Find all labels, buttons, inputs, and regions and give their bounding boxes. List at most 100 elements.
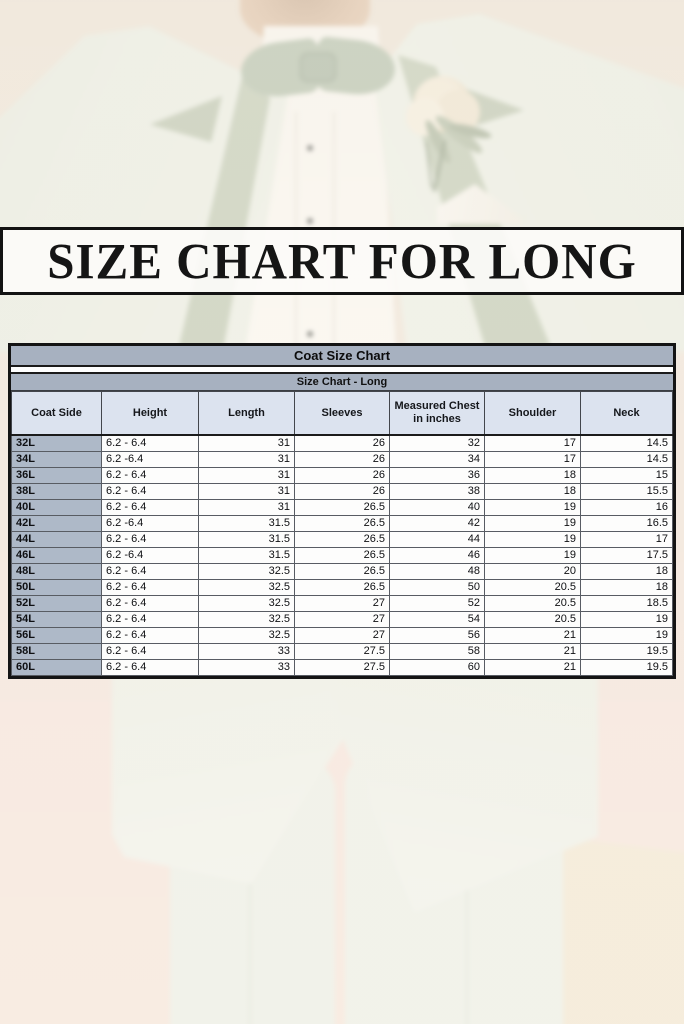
table-row: 58L 6.2 - 6.4 33 27.5 58 21 19.5 — [11, 643, 673, 660]
cell-sleeves: 26.5 — [294, 547, 390, 564]
table-body: 32L 6.2 - 6.4 31 26 32 17 14.5 34L 6.2 -… — [11, 434, 673, 676]
cell-length: 31 — [198, 434, 295, 452]
cell-height: 6.2 - 6.4 — [101, 483, 199, 500]
cell-sleeves: 26 — [294, 451, 390, 468]
cell-sleeves: 27 — [294, 611, 390, 628]
cell-height: 6.2 -6.4 — [101, 547, 199, 564]
cell-sleeves: 26.5 — [294, 563, 390, 580]
table-row: 56L 6.2 - 6.4 32.5 27 56 21 19 — [11, 627, 673, 644]
table-row: 32L 6.2 - 6.4 31 26 32 17 14.5 — [11, 434, 673, 452]
table-row: 48L 6.2 - 6.4 32.5 26.5 48 20 18 — [11, 563, 673, 580]
column-header-coat-side: Coat Side — [11, 391, 102, 436]
cell-neck: 14.5 — [580, 451, 673, 468]
cell-neck: 18.5 — [580, 595, 673, 612]
table-row: 42L 6.2 -6.4 31.5 26.5 42 19 16.5 — [11, 515, 673, 532]
cell-coat-side: 32L — [11, 434, 102, 452]
cell-shoulder: 19 — [484, 515, 581, 532]
cell-chest: 58 — [389, 643, 485, 660]
cell-height: 6.2 - 6.4 — [101, 531, 199, 548]
table-row: 46L 6.2 -6.4 31.5 26.5 46 19 17.5 — [11, 547, 673, 564]
cell-neck: 19.5 — [580, 659, 673, 676]
size-table: Coat Side Height Length Sleeves Measured… — [11, 391, 673, 676]
cell-coat-side: 54L — [11, 611, 102, 628]
title-banner: SIZE CHART FOR LONG — [0, 227, 684, 295]
cell-chest: 52 — [389, 595, 485, 612]
cell-coat-side: 42L — [11, 515, 102, 532]
cell-height: 6.2 - 6.4 — [101, 595, 199, 612]
cell-shoulder: 21 — [484, 659, 581, 676]
cell-chest: 36 — [389, 467, 485, 484]
cell-length: 32.5 — [198, 563, 295, 580]
cell-chest: 46 — [389, 547, 485, 564]
table-title: Coat Size Chart — [11, 346, 673, 367]
coat-size-chart: Coat Size Chart Size Chart - Long Coat S… — [8, 343, 676, 679]
cell-chest: 48 — [389, 563, 485, 580]
cell-shoulder: 19 — [484, 531, 581, 548]
cell-height: 6.2 -6.4 — [101, 515, 199, 532]
cell-chest: 34 — [389, 451, 485, 468]
cell-coat-side: 60L — [11, 659, 102, 676]
cell-chest: 44 — [389, 531, 485, 548]
cell-coat-side: 50L — [11, 579, 102, 596]
cell-chest: 56 — [389, 627, 485, 644]
cell-chest: 38 — [389, 483, 485, 500]
cell-height: 6.2 - 6.4 — [101, 611, 199, 628]
cell-height: 6.2 - 6.4 — [101, 434, 199, 452]
cell-neck: 18 — [580, 563, 673, 580]
cell-shoulder: 20.5 — [484, 579, 581, 596]
cell-height: 6.2 - 6.4 — [101, 659, 199, 676]
cell-coat-side: 58L — [11, 643, 102, 660]
cell-neck: 15.5 — [580, 483, 673, 500]
column-header-chest: Measured Chest in inches — [389, 391, 485, 436]
table-row: 50L 6.2 - 6.4 32.5 26.5 50 20.5 18 — [11, 579, 673, 596]
cell-coat-side: 36L — [11, 467, 102, 484]
table-row: 52L 6.2 - 6.4 32.5 27 52 20.5 18.5 — [11, 595, 673, 612]
cell-coat-side: 56L — [11, 627, 102, 644]
cell-sleeves: 27.5 — [294, 643, 390, 660]
cell-sleeves: 27 — [294, 627, 390, 644]
cell-coat-side: 34L — [11, 451, 102, 468]
cell-height: 6.2 - 6.4 — [101, 579, 199, 596]
cell-shoulder: 21 — [484, 643, 581, 660]
cell-shoulder: 18 — [484, 483, 581, 500]
cell-shoulder: 18 — [484, 467, 581, 484]
cell-shoulder: 19 — [484, 499, 581, 516]
cell-length: 32.5 — [198, 579, 295, 596]
cell-chest: 40 — [389, 499, 485, 516]
cell-neck: 17 — [580, 531, 673, 548]
column-header-sleeves: Sleeves — [294, 391, 390, 436]
table-row: 38L 6.2 - 6.4 31 26 38 18 15.5 — [11, 483, 673, 500]
cell-coat-side: 44L — [11, 531, 102, 548]
cell-length: 31 — [198, 499, 295, 516]
table-divider — [11, 367, 673, 372]
cell-neck: 17.5 — [580, 547, 673, 564]
cell-shoulder: 20.5 — [484, 595, 581, 612]
table-row: 54L 6.2 - 6.4 32.5 27 54 20.5 19 — [11, 611, 673, 628]
cell-height: 6.2 - 6.4 — [101, 467, 199, 484]
column-header-height: Height — [101, 391, 199, 436]
cell-sleeves: 26 — [294, 467, 390, 484]
cell-neck: 19 — [580, 627, 673, 644]
cell-coat-side: 38L — [11, 483, 102, 500]
cell-sleeves: 27.5 — [294, 659, 390, 676]
cell-height: 6.2 - 6.4 — [101, 627, 199, 644]
cell-chest: 54 — [389, 611, 485, 628]
cell-sleeves: 26 — [294, 483, 390, 500]
cell-coat-side: 52L — [11, 595, 102, 612]
banner-title: SIZE CHART FOR LONG — [47, 232, 637, 290]
cell-shoulder: 19 — [484, 547, 581, 564]
cell-chest: 50 — [389, 579, 485, 596]
cell-sleeves: 26.5 — [294, 499, 390, 516]
cell-length: 31 — [198, 483, 295, 500]
cell-coat-side: 46L — [11, 547, 102, 564]
cell-length: 31 — [198, 451, 295, 468]
header-row: Coat Side Height Length Sleeves Measured… — [11, 391, 673, 436]
cell-neck: 14.5 — [580, 434, 673, 452]
cell-sleeves: 26.5 — [294, 515, 390, 532]
cell-shoulder: 20 — [484, 563, 581, 580]
cell-length: 33 — [198, 643, 295, 660]
cell-chest: 60 — [389, 659, 485, 676]
cell-length: 32.5 — [198, 611, 295, 628]
cell-coat-side: 48L — [11, 563, 102, 580]
